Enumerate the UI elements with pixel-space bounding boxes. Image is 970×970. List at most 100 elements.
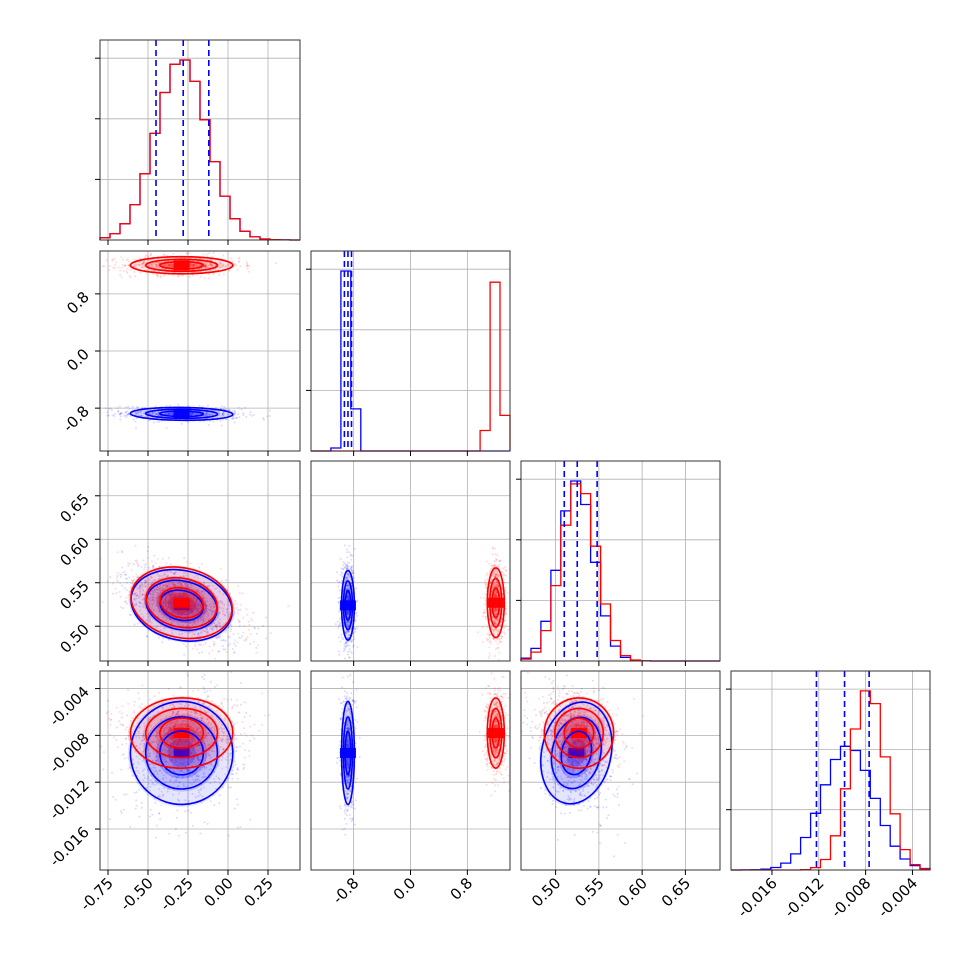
sample-point	[192, 597, 195, 600]
sample-point	[196, 756, 199, 758]
sample-point	[170, 621, 173, 624]
sample-point	[215, 627, 218, 630]
sample-point	[494, 568, 497, 571]
sample-point	[498, 637, 501, 640]
sample-point	[118, 405, 121, 408]
sample-point	[117, 266, 120, 269]
sample-point	[237, 257, 240, 260]
sample-point	[156, 600, 159, 603]
sample-point	[221, 723, 223, 726]
sample-point	[236, 826, 239, 829]
sample-point	[196, 728, 199, 731]
sample-point	[206, 411, 209, 414]
sample-point	[185, 252, 188, 255]
sample-point	[184, 582, 187, 585]
sample-point	[191, 647, 194, 650]
sample-point	[146, 550, 149, 553]
sample-point	[124, 737, 127, 740]
sample-point	[343, 562, 346, 565]
sample-point	[495, 612, 498, 615]
sample-point	[157, 600, 160, 603]
sample-point	[176, 607, 179, 610]
sample-point	[122, 270, 125, 272]
sample-point	[126, 410, 129, 413]
sample-point	[348, 576, 351, 579]
sample-point	[202, 786, 205, 789]
sample-point	[239, 603, 242, 606]
sample-point	[217, 412, 220, 414]
sample-point	[116, 575, 119, 577]
sample-point	[181, 720, 184, 722]
sample-point	[128, 408, 131, 411]
sample-point	[184, 621, 187, 624]
sample-point	[482, 615, 484, 618]
sample-point	[194, 602, 197, 605]
panel-3-1	[311, 671, 510, 870]
sample-point	[214, 268, 217, 271]
sample-point	[242, 763, 245, 766]
sample-point	[168, 593, 171, 596]
sample-point	[148, 566, 150, 569]
sample-point	[225, 651, 228, 654]
sample-point	[189, 583, 192, 586]
sample-point	[155, 824, 158, 827]
sample-point	[199, 603, 202, 606]
sample-point	[348, 551, 351, 554]
sample-point	[179, 740, 182, 743]
sample-point	[119, 810, 122, 813]
sample-point	[485, 586, 488, 589]
sample-point	[212, 765, 215, 767]
sample-point	[148, 602, 151, 605]
sample-point	[203, 414, 206, 417]
sample-point	[484, 583, 487, 586]
sample-point	[203, 261, 206, 264]
sample-point	[164, 626, 167, 629]
sample-point	[172, 610, 175, 613]
sample-point	[248, 265, 251, 268]
sample-point	[129, 613, 131, 616]
sample-point	[142, 734, 145, 737]
sample-point	[191, 607, 194, 610]
sample-point	[151, 580, 154, 583]
sample-point	[223, 603, 226, 606]
sample-point	[204, 604, 206, 607]
sample-point	[136, 588, 139, 591]
sample-point	[133, 598, 136, 601]
sample-point	[344, 566, 346, 569]
sample-point	[158, 270, 161, 273]
sample-point	[487, 657, 490, 659]
sample-point	[345, 577, 348, 580]
sample-point	[348, 574, 351, 577]
sample-point	[176, 785, 179, 788]
sample-point	[169, 592, 172, 595]
sample-point	[347, 640, 350, 643]
sample-point	[135, 799, 138, 802]
sample-point	[150, 774, 153, 777]
sample-point	[151, 411, 154, 414]
sample-point	[497, 585, 500, 588]
sample-point	[167, 600, 169, 603]
sample-point	[185, 594, 188, 597]
sample-point	[157, 637, 160, 639]
sample-point	[238, 625, 241, 627]
sample-point	[262, 625, 265, 628]
sample-point	[165, 426, 168, 429]
sample-point	[145, 562, 148, 565]
sample-point	[140, 414, 143, 417]
sample-point	[181, 762, 184, 765]
sample-point	[198, 264, 201, 267]
sample-point	[153, 269, 155, 272]
sample-point	[171, 728, 174, 731]
sample-point	[165, 413, 167, 416]
sample-point	[200, 590, 203, 593]
sample-point	[350, 640, 353, 643]
sample-point	[142, 742, 145, 745]
sample-point	[197, 700, 200, 703]
sample-point	[200, 631, 203, 634]
sample-point	[347, 613, 349, 616]
sample-point	[492, 583, 495, 586]
sample-point	[497, 630, 500, 633]
sample-point	[493, 628, 496, 631]
sample-point	[162, 602, 165, 605]
sample-point	[248, 749, 251, 752]
